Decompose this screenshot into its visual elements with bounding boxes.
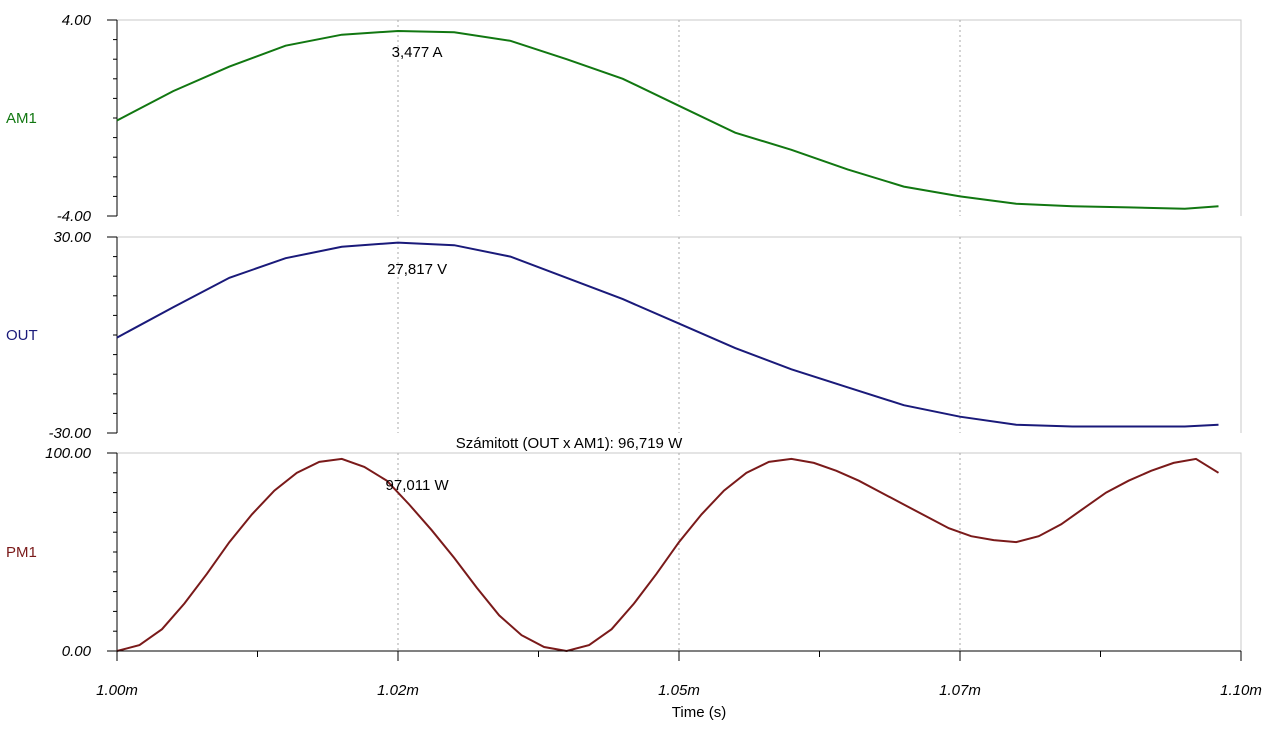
x-tick-label: 1.00m	[96, 682, 138, 699]
y-tick-label-max: 100.00	[45, 445, 92, 462]
y-tick-label-max: 30.00	[53, 229, 91, 246]
y-tick-label-min: -30.00	[48, 425, 91, 442]
trace-out	[116, 241, 1219, 428]
x-tick-label: 1.10m	[1220, 682, 1262, 699]
panel-frame	[117, 236, 1242, 433]
trace-label-pm1: PM1	[6, 544, 37, 561]
marker-value-out: 27,817 V	[387, 261, 447, 278]
panel-frame	[117, 452, 1242, 651]
y-tick-label-min: -4.00	[57, 208, 92, 225]
trace-label-out: OUT	[6, 327, 38, 344]
trace-am1	[116, 29, 1219, 210]
x-axis-title: Time (s)	[672, 704, 726, 721]
marker-value-pm1: 97,011 W	[386, 477, 450, 494]
x-tick-label: 1.02m	[377, 682, 419, 699]
computed-title: Számitott (OUT x AM1): 96,719 W	[456, 435, 683, 452]
y-tick-label-max: 4.00	[62, 12, 92, 29]
y-tick-label-min: 0.00	[62, 643, 92, 660]
x-tick-label: 1.05m	[658, 682, 700, 699]
marker-value-am1: 3,477 A	[392, 44, 443, 61]
x-tick-label: 1.07m	[939, 682, 981, 699]
trace-label-am1: AM1	[6, 110, 37, 127]
trace-pm1	[116, 457, 1220, 653]
panel-frame	[117, 19, 1242, 216]
